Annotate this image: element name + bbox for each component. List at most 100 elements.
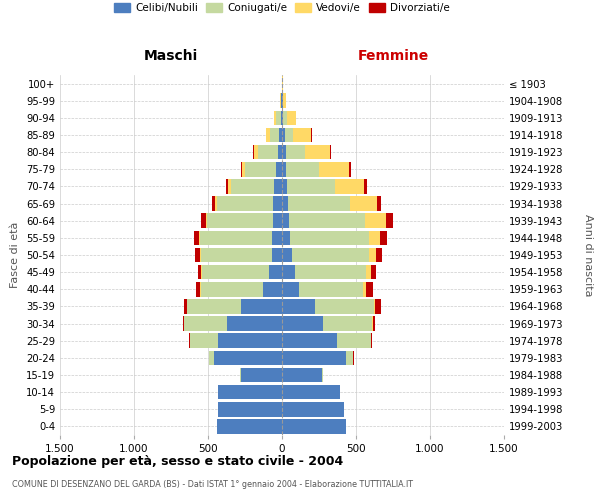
Bar <box>295 265 365 280</box>
Bar <box>274 179 282 194</box>
Bar <box>282 385 340 400</box>
Bar <box>199 230 200 245</box>
Bar <box>346 350 353 365</box>
Legend: Celibi/Nubili, Coniugati/e, Vedovi/e, Divorziati/e: Celibi/Nubili, Coniugati/e, Vedovi/e, Di… <box>112 1 452 15</box>
Bar <box>200 248 272 262</box>
Bar <box>282 110 283 125</box>
Bar <box>273 196 282 211</box>
Bar <box>228 179 231 194</box>
Bar <box>253 145 254 160</box>
Bar <box>368 248 376 262</box>
Bar <box>217 196 273 211</box>
Bar <box>227 316 282 331</box>
Bar <box>194 230 199 245</box>
Bar <box>286 145 305 160</box>
Bar <box>371 265 376 280</box>
Bar <box>266 128 270 142</box>
Bar <box>200 214 206 228</box>
Bar <box>287 179 335 194</box>
Bar <box>187 299 241 314</box>
Bar <box>241 299 282 314</box>
Y-axis label: Fasce di età: Fasce di età <box>10 222 20 288</box>
Bar <box>242 162 245 176</box>
Bar <box>184 316 227 331</box>
Bar <box>282 230 290 245</box>
Bar <box>189 334 190 348</box>
Bar <box>283 94 286 108</box>
Bar <box>287 110 296 125</box>
Bar <box>377 196 381 211</box>
Bar <box>282 282 299 296</box>
Bar <box>365 265 371 280</box>
Bar <box>259 145 278 160</box>
Bar <box>217 419 282 434</box>
Bar <box>280 94 281 108</box>
Bar <box>330 145 331 160</box>
Bar <box>218 402 282 416</box>
Bar <box>241 368 282 382</box>
Bar <box>269 265 282 280</box>
Bar <box>305 145 330 160</box>
Bar <box>218 385 282 400</box>
Bar <box>386 214 393 228</box>
Bar <box>215 196 217 211</box>
Bar <box>314 299 374 314</box>
Bar <box>337 334 371 348</box>
Bar <box>282 128 285 142</box>
Bar <box>276 162 282 176</box>
Bar <box>273 214 282 228</box>
Bar <box>226 179 228 194</box>
Text: COMUNE DI DESENZANO DEL GARDA (BS) - Dati ISTAT 1° gennaio 2004 - Elaborazione T: COMUNE DI DESENZANO DEL GARDA (BS) - Dat… <box>12 480 413 489</box>
Bar <box>282 316 323 331</box>
Bar <box>350 196 377 211</box>
Bar <box>376 248 382 262</box>
Bar <box>274 110 276 125</box>
Bar <box>263 282 282 296</box>
Bar <box>380 230 387 245</box>
Bar <box>299 282 362 296</box>
Bar <box>196 248 200 262</box>
Bar <box>282 334 337 348</box>
Bar <box>281 94 282 108</box>
Bar <box>190 334 218 348</box>
Bar <box>323 316 372 331</box>
Bar <box>241 162 242 176</box>
Bar <box>282 94 283 108</box>
Bar <box>245 162 276 176</box>
Text: Femmine: Femmine <box>358 49 428 63</box>
Y-axis label: Anni di nascita: Anni di nascita <box>583 214 593 296</box>
Bar <box>279 128 282 142</box>
Bar <box>293 128 311 142</box>
Bar <box>319 162 349 176</box>
Bar <box>282 265 295 280</box>
Bar <box>282 368 322 382</box>
Bar <box>292 248 368 262</box>
Bar <box>282 179 287 194</box>
Text: Popolazione per età, sesso e stato civile - 2004: Popolazione per età, sesso e stato civil… <box>12 455 343 468</box>
Bar <box>214 350 282 365</box>
Bar <box>282 299 314 314</box>
Bar <box>202 265 269 280</box>
Bar <box>209 350 214 365</box>
Bar <box>282 162 286 176</box>
Bar <box>182 316 184 331</box>
Bar <box>276 110 281 125</box>
Bar <box>240 368 241 382</box>
Bar <box>278 145 282 160</box>
Bar <box>322 368 323 382</box>
Bar <box>283 110 287 125</box>
Bar <box>282 419 346 434</box>
Bar <box>373 316 375 331</box>
Bar <box>364 179 367 194</box>
Bar <box>365 214 386 228</box>
Bar <box>286 162 319 176</box>
Bar <box>282 402 344 416</box>
Bar <box>212 196 215 211</box>
Bar <box>200 282 263 296</box>
Bar <box>290 230 368 245</box>
Bar <box>184 299 187 314</box>
Bar <box>218 334 282 348</box>
Bar <box>282 196 288 211</box>
Bar <box>272 248 282 262</box>
Bar <box>282 145 286 160</box>
